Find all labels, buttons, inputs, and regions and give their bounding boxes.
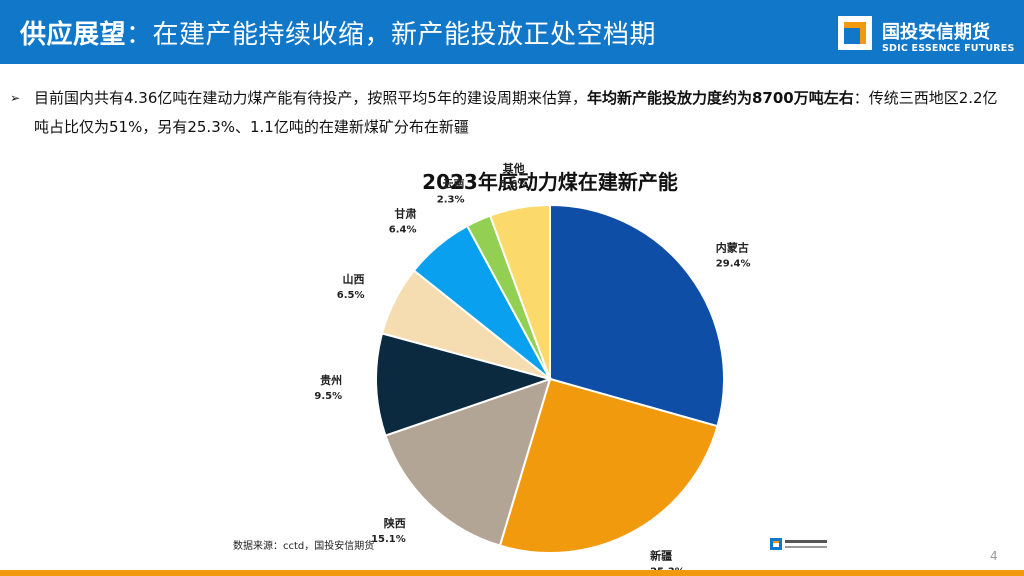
pie-label-name-1: 新疆 [650, 548, 672, 562]
header-bar: 供应展望：在建产能持续收缩，新产能投放正处空档期 国投安信期货 SDIC ESS… [0, 0, 1024, 64]
mini-logo-icon [770, 538, 827, 550]
pie-label-value-5: 6.4% [389, 225, 417, 236]
slide-title-bold: 供应展望 [20, 20, 127, 50]
pie-label-value-7: 5.6% [500, 179, 528, 190]
pie-slice-3 [375, 332, 554, 437]
pie-slice-0 [549, 203, 725, 428]
pie-label-name-3: 贵州 [320, 373, 342, 387]
bullet-text-part-1: 目前国内共有4.36亿吨在建动力煤产能有待投产，按照平均5年的建设周期来估算， [34, 89, 587, 107]
slide-title: 供应展望：在建产能持续收缩，新产能投放正处空档期 [20, 14, 656, 51]
pie-label-value-3: 9.5% [314, 391, 342, 402]
pie-slice-7 [488, 203, 551, 380]
company-logo: 国投安信期货 SDIC ESSENCE FUTURES [838, 16, 1018, 60]
chart-title: 2023年底动力煤在建新产能 [422, 170, 678, 194]
bullet-text: 目前国内共有4.36亿吨在建动力煤产能有待投产，按照平均5年的建设周期来估算，年… [34, 84, 1000, 142]
data-source-note: 数据来源：cctd，国投安信期货 [233, 541, 375, 552]
pie-label-name-6: 云南 [443, 176, 465, 190]
pie-label-value-4: 6.5% [337, 290, 365, 301]
slide-title-rest: ：在建产能持续收缩，新产能投放正处空档期 [126, 20, 657, 50]
pie-slice-1 [498, 377, 719, 554]
pie-label-name-7: 其他 [503, 161, 525, 175]
footer-bar [0, 570, 1024, 576]
pie-label-value-0: 29.4% [716, 258, 751, 269]
pie-label-name-2: 陕西 [384, 516, 406, 530]
bullet-arrow-icon: ➢ [10, 91, 21, 105]
pie-label-name-0: 内蒙古 [716, 240, 749, 254]
pie-label-value-6: 2.3% [437, 194, 465, 205]
bullet-text-part-2: ：传统三西地区2.2亿吨占比仅为51%，另有25.3%、1.1亿吨的在建新煤矿分… [34, 89, 998, 136]
bullet-text-bold: 年均新产能投放力度约为8700万吨左右 [586, 89, 854, 107]
pie-slice-2 [384, 377, 552, 547]
page-number: 4 [990, 549, 998, 563]
pie-label-name-5: 甘肃 [395, 207, 417, 221]
pie-label-name-4: 山西 [343, 272, 365, 286]
company-name-cn: 国投安信期货 [882, 22, 990, 43]
pie-label-value-2: 15.1% [371, 534, 406, 545]
company-logo-icon [838, 16, 872, 50]
company-name-en: SDIC ESSENCE FUTURES [882, 43, 1015, 54]
